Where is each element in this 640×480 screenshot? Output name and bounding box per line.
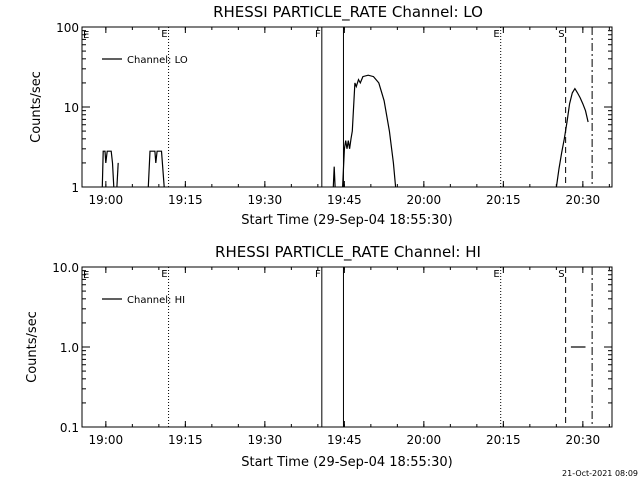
x-tick-label: 19:00 — [89, 193, 124, 207]
marker-label-e: E — [161, 29, 167, 40]
series-line-segment-5 — [555, 87, 589, 188]
y-tick-label: 100 — [56, 21, 79, 35]
marker-label-e: E — [493, 269, 499, 280]
marker-label-s: S — [558, 269, 564, 280]
y-tick-label: 10.0 — [52, 261, 79, 275]
panel-hi-ylabel: Counts/sec — [25, 311, 40, 383]
x-tick-label: 19:45 — [327, 433, 362, 447]
panel-lo-title: RHESSI PARTICLE_RATE Channel: LO — [213, 3, 483, 22]
x-tick-label: 19:00 — [89, 433, 124, 447]
y-tick-label: 1 — [71, 181, 79, 195]
x-tick-label: 20:30 — [566, 433, 601, 447]
panel-hi-xlabel: Start Time (29-Sep-04 18:55:30) — [241, 455, 452, 470]
x-tick-label: 20:00 — [407, 193, 442, 207]
panel-hi: RHESSI PARTICLE_RATE Channel: HI Counts/… — [25, 243, 613, 470]
x-tick-label: 20:00 — [407, 433, 442, 447]
x-tick-label: 19:30 — [248, 193, 283, 207]
marker-label-e-left: E — [83, 30, 89, 41]
panel-hi-title: RHESSI PARTICLE_RATE Channel: HI — [215, 243, 481, 262]
series-line-segment-3 — [332, 166, 336, 188]
legend-label: Channel: LO — [127, 55, 188, 66]
series-line-segment-4 — [342, 74, 397, 188]
series-line-segment-0 — [101, 150, 115, 188]
footer-timestamp: 21-Oct-2021 08:09 — [562, 469, 638, 478]
x-tick-label: 20:30 — [566, 193, 601, 207]
x-tick-label: 19:15 — [168, 433, 203, 447]
marker-label-e: E — [161, 269, 167, 280]
series-line-segment-2 — [147, 150, 165, 188]
x-tick-label: 19:45 — [327, 193, 362, 207]
marker-label-s: S — [558, 29, 564, 40]
y-tick-label: 1.0 — [60, 341, 79, 355]
marker-label-f: F — [315, 29, 321, 40]
marker-label-e: E — [493, 29, 499, 40]
marker-label-f: F — [315, 269, 321, 280]
legend-label: Channel: HI — [127, 295, 185, 306]
panel-lo: RHESSI PARTICLE_RATE Channel: LO Counts/… — [29, 3, 613, 228]
marker-label-e-left: E — [83, 270, 89, 281]
y-tick-label: 10 — [64, 101, 79, 115]
panel-lo-ylabel: Counts/sec — [29, 71, 44, 143]
x-tick-label: 19:30 — [248, 433, 283, 447]
x-tick-label: 20:15 — [486, 433, 521, 447]
x-tick-label: 20:15 — [486, 193, 521, 207]
series-line-segment-1 — [116, 162, 119, 188]
panel-lo-xlabel: Start Time (29-Sep-04 18:55:30) — [241, 213, 452, 228]
x-tick-label: 19:15 — [168, 193, 203, 207]
y-tick-label: 0.1 — [60, 421, 79, 435]
